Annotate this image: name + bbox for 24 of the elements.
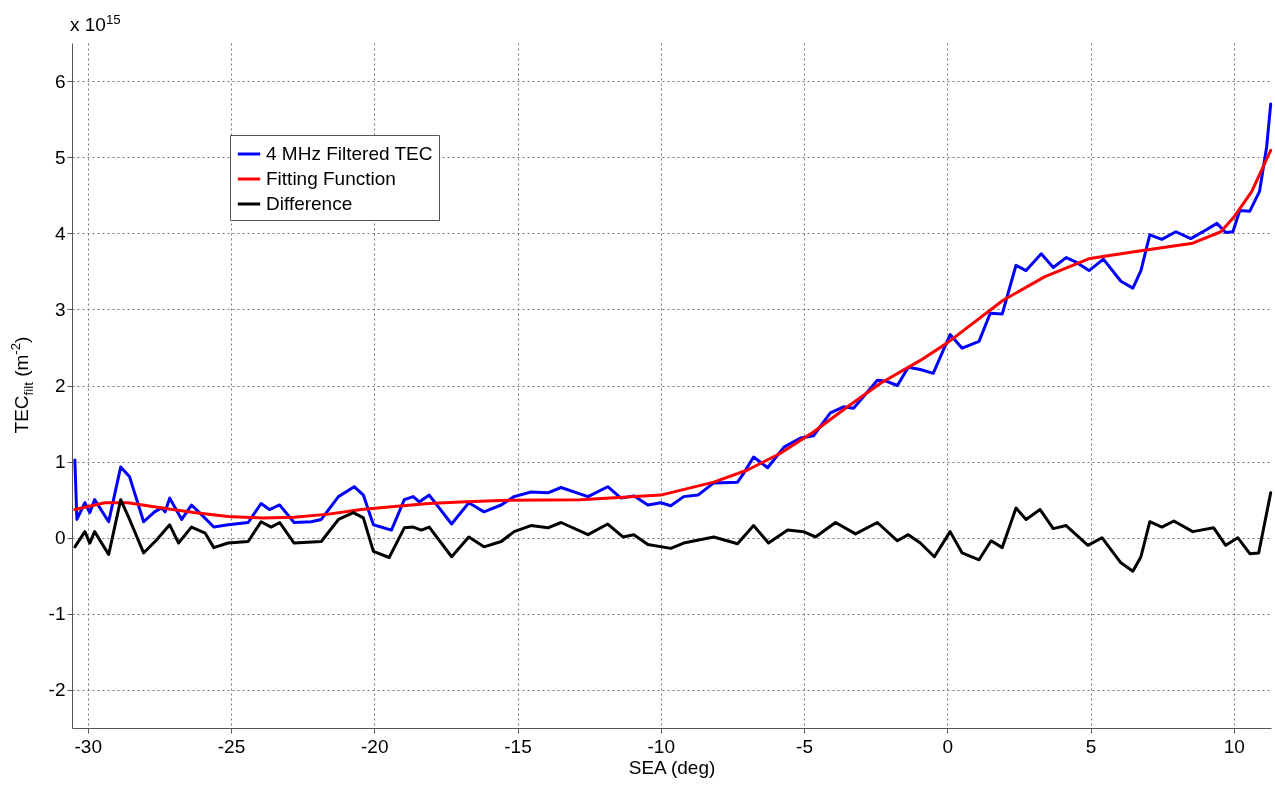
x-axis-title: SEA (deg) bbox=[628, 756, 716, 778]
y-tick-label: 3 bbox=[54, 298, 66, 320]
y-tick-label: -1 bbox=[48, 603, 66, 625]
text: x 10$^{15}$ bbox=[70, 12, 121, 37]
y-tick-label: 1 bbox=[54, 451, 66, 473]
line-series bbox=[73, 491, 1273, 573]
x-tick-label: 10 bbox=[1223, 735, 1245, 757]
x-tick-label: 0 bbox=[942, 735, 954, 757]
x-tick-label: -30 bbox=[74, 735, 102, 757]
x-tick-label: -15 bbox=[504, 735, 532, 757]
x-tick-label: -10 bbox=[647, 735, 675, 757]
y-tick-label: -2 bbox=[48, 679, 66, 701]
y-tick-label: 6 bbox=[54, 70, 66, 92]
x-tick-label: -25 bbox=[217, 735, 246, 757]
x-tick-label: -20 bbox=[361, 735, 389, 757]
legend-label: Fitting Function bbox=[266, 168, 396, 189]
legend-label: Difference bbox=[266, 193, 353, 214]
y-tick-label: 4 bbox=[54, 222, 66, 244]
y-tick-label: 5 bbox=[54, 146, 66, 168]
y-tick-label: 0 bbox=[54, 527, 66, 549]
x-tick-label: 5 bbox=[1085, 735, 1097, 757]
legend-label: 4 MHz Filtered TEC bbox=[266, 143, 433, 164]
x-tick-label: -5 bbox=[796, 735, 813, 757]
y-tick-label: 2 bbox=[54, 375, 66, 396]
